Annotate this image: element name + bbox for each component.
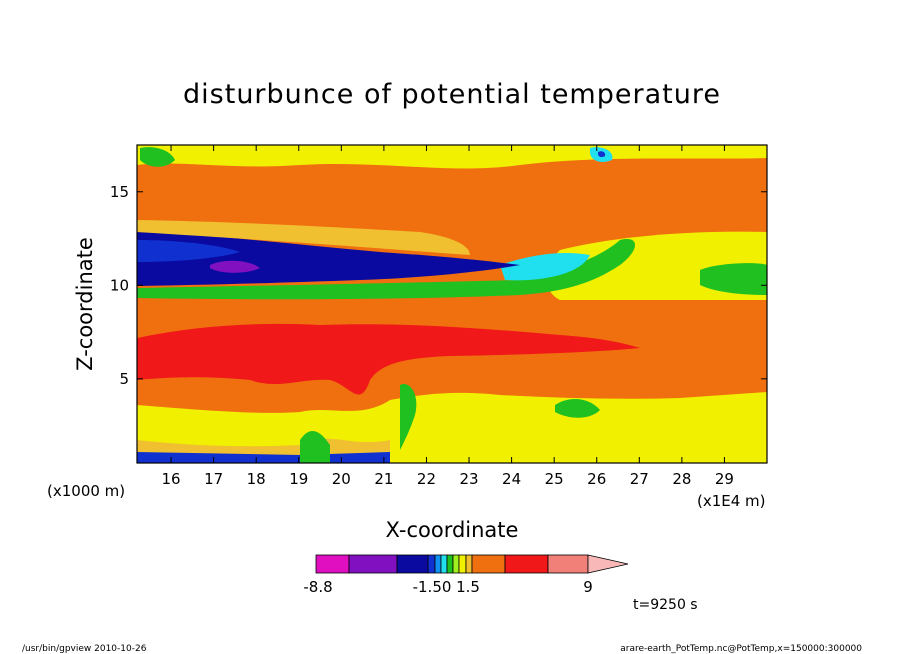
- colorbar-swatch: [547, 554, 589, 574]
- x-tick-label: 23: [459, 470, 478, 488]
- colorbar: [315, 554, 629, 574]
- x-tick-label: 27: [630, 470, 649, 488]
- x-tick-label: 21: [374, 470, 393, 488]
- contour-bands: [137, 145, 767, 463]
- x-unit-label: (x1E4 m): [697, 492, 766, 510]
- x-tick-label: 17: [204, 470, 223, 488]
- footer-right: arare-earth_PotTemp.nc@PotTemp,x=150000:…: [620, 644, 862, 654]
- x-tick-label: 20: [332, 470, 351, 488]
- colorbar-swatch: [427, 554, 436, 574]
- colorbar-label: 1.5: [456, 578, 480, 596]
- colorbar-swatch: [458, 554, 467, 574]
- y-unit-label: (x1000 m): [47, 482, 125, 500]
- colorbar-swatch: [465, 554, 473, 574]
- chart-title: disturbunce of potential temperature: [183, 79, 721, 110]
- colorbar-swatch: [396, 554, 429, 574]
- colorbar-swatch: [440, 554, 448, 574]
- colorbar-label: -8.8: [303, 578, 332, 596]
- footer-left: /usr/bin/gpview 2010-10-26: [22, 644, 147, 654]
- x-tick-label: 16: [162, 470, 181, 488]
- colorbar-swatch: [504, 554, 549, 574]
- y-axis: 5 10 15: [110, 183, 767, 388]
- x-tick-label: 24: [502, 470, 521, 488]
- colorbar-swatch: [471, 554, 506, 574]
- colorbar-swatch: [315, 554, 350, 574]
- colorbar-swatch: [446, 554, 454, 574]
- colorbar-swatch: [452, 554, 460, 574]
- x-tick-label: 29: [715, 470, 734, 488]
- colorbar-swatch: [434, 554, 442, 574]
- x-tick-label: 18: [247, 470, 266, 488]
- y-tick-label: 15: [110, 183, 129, 201]
- x-tick-label: 25: [545, 470, 564, 488]
- plot-frame: [136, 144, 768, 464]
- colorbar-extend-arrow: [587, 554, 629, 574]
- colorbar-labels: -8.8 -1.50 1.5 9: [303, 578, 592, 596]
- colorbar-label: -1.50: [413, 578, 452, 596]
- y-axis-title: Z-coordinate: [73, 237, 97, 371]
- x-axis-title: X-coordinate: [386, 518, 519, 542]
- x-tick-label: 28: [672, 470, 691, 488]
- time-annotation: t=9250 s: [633, 597, 698, 613]
- y-tick-label: 10: [110, 276, 129, 294]
- x-tick-label: 26: [587, 470, 606, 488]
- x-tick-label: 19: [289, 470, 308, 488]
- y-tick-label: 5: [119, 370, 129, 388]
- x-axis: 16 17 18 19 20 21 22 23 24 25 26 27 28 29: [162, 145, 734, 488]
- colorbar-label: 9: [583, 578, 593, 596]
- x-tick-label: 22: [417, 470, 436, 488]
- colorbar-swatch: [348, 554, 398, 574]
- plot-area: [136, 144, 768, 464]
